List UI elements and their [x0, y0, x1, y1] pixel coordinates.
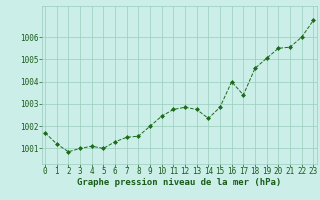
- X-axis label: Graphe pression niveau de la mer (hPa): Graphe pression niveau de la mer (hPa): [77, 178, 281, 187]
